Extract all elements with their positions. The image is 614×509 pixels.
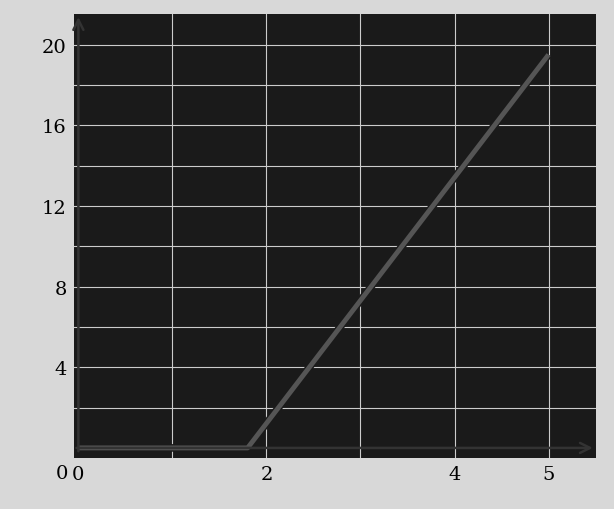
- Text: 0: 0: [55, 464, 68, 482]
